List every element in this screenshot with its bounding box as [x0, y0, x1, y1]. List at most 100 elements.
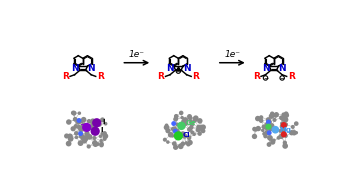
Text: I: I [101, 127, 103, 133]
Circle shape [262, 132, 266, 136]
Circle shape [181, 141, 185, 146]
Circle shape [267, 142, 271, 147]
Circle shape [98, 123, 102, 127]
Circle shape [92, 118, 101, 127]
Circle shape [181, 134, 185, 138]
Circle shape [284, 134, 288, 138]
Circle shape [92, 136, 96, 140]
Text: N: N [262, 64, 269, 73]
Circle shape [180, 131, 186, 137]
Circle shape [168, 132, 173, 138]
Circle shape [78, 131, 83, 136]
Circle shape [282, 117, 286, 121]
Circle shape [78, 140, 84, 146]
Circle shape [83, 136, 88, 141]
Text: N: N [183, 64, 190, 73]
Circle shape [278, 134, 283, 139]
Text: −: − [279, 75, 285, 81]
Circle shape [282, 112, 286, 117]
Circle shape [103, 137, 106, 141]
Text: Ge: Ge [185, 120, 196, 126]
Circle shape [165, 123, 168, 127]
Circle shape [88, 124, 93, 130]
Circle shape [66, 119, 71, 125]
Circle shape [264, 130, 270, 135]
Circle shape [197, 131, 202, 136]
Circle shape [101, 132, 104, 136]
Circle shape [187, 136, 191, 140]
Text: R: R [253, 72, 260, 81]
Circle shape [291, 125, 295, 129]
Circle shape [171, 127, 175, 131]
Text: Mg: Mg [279, 127, 291, 133]
Circle shape [291, 130, 297, 136]
Text: R: R [288, 72, 295, 81]
Text: N: N [278, 64, 286, 73]
Circle shape [79, 134, 83, 139]
Circle shape [73, 118, 77, 121]
Circle shape [79, 132, 84, 137]
Circle shape [182, 134, 187, 139]
Circle shape [165, 128, 171, 133]
Circle shape [179, 111, 183, 115]
Circle shape [280, 128, 286, 133]
Circle shape [164, 125, 169, 130]
Circle shape [87, 144, 91, 149]
Text: R: R [97, 72, 104, 81]
Circle shape [73, 124, 78, 129]
Circle shape [271, 126, 279, 134]
Circle shape [87, 119, 91, 123]
Text: I: I [102, 119, 105, 125]
Circle shape [283, 123, 287, 128]
Circle shape [181, 116, 184, 119]
Text: 1e⁻: 1e⁻ [224, 50, 240, 59]
Circle shape [270, 112, 275, 116]
Circle shape [201, 129, 205, 133]
Circle shape [100, 142, 104, 146]
Circle shape [86, 132, 89, 136]
Text: N: N [166, 64, 174, 73]
Circle shape [281, 122, 287, 128]
Circle shape [172, 126, 177, 131]
Circle shape [272, 139, 276, 142]
Circle shape [268, 136, 271, 140]
Circle shape [178, 143, 184, 149]
Circle shape [72, 111, 77, 116]
Circle shape [190, 130, 194, 134]
Circle shape [259, 115, 263, 119]
Circle shape [81, 136, 86, 141]
Circle shape [252, 127, 257, 131]
Circle shape [263, 134, 268, 138]
Circle shape [173, 145, 178, 150]
Circle shape [174, 131, 183, 140]
Circle shape [254, 128, 258, 132]
Text: −: − [176, 69, 181, 74]
Circle shape [93, 127, 97, 131]
Circle shape [96, 142, 100, 146]
Circle shape [274, 112, 279, 117]
Circle shape [173, 118, 177, 121]
Circle shape [267, 119, 272, 125]
Circle shape [182, 117, 188, 123]
Circle shape [166, 140, 169, 144]
Circle shape [279, 115, 284, 120]
Circle shape [173, 117, 178, 121]
Circle shape [266, 124, 271, 130]
Circle shape [90, 125, 95, 129]
Circle shape [200, 124, 206, 130]
Circle shape [284, 113, 289, 118]
Circle shape [261, 129, 264, 132]
Text: Te: Te [80, 124, 89, 130]
Circle shape [71, 111, 75, 115]
Circle shape [282, 143, 288, 149]
Circle shape [78, 112, 81, 115]
Circle shape [269, 137, 272, 141]
Text: −: − [263, 75, 268, 81]
Circle shape [182, 124, 185, 128]
Circle shape [173, 129, 178, 134]
Circle shape [177, 131, 182, 136]
Circle shape [76, 119, 81, 125]
Circle shape [277, 136, 280, 140]
Circle shape [181, 119, 186, 124]
Circle shape [68, 136, 73, 142]
